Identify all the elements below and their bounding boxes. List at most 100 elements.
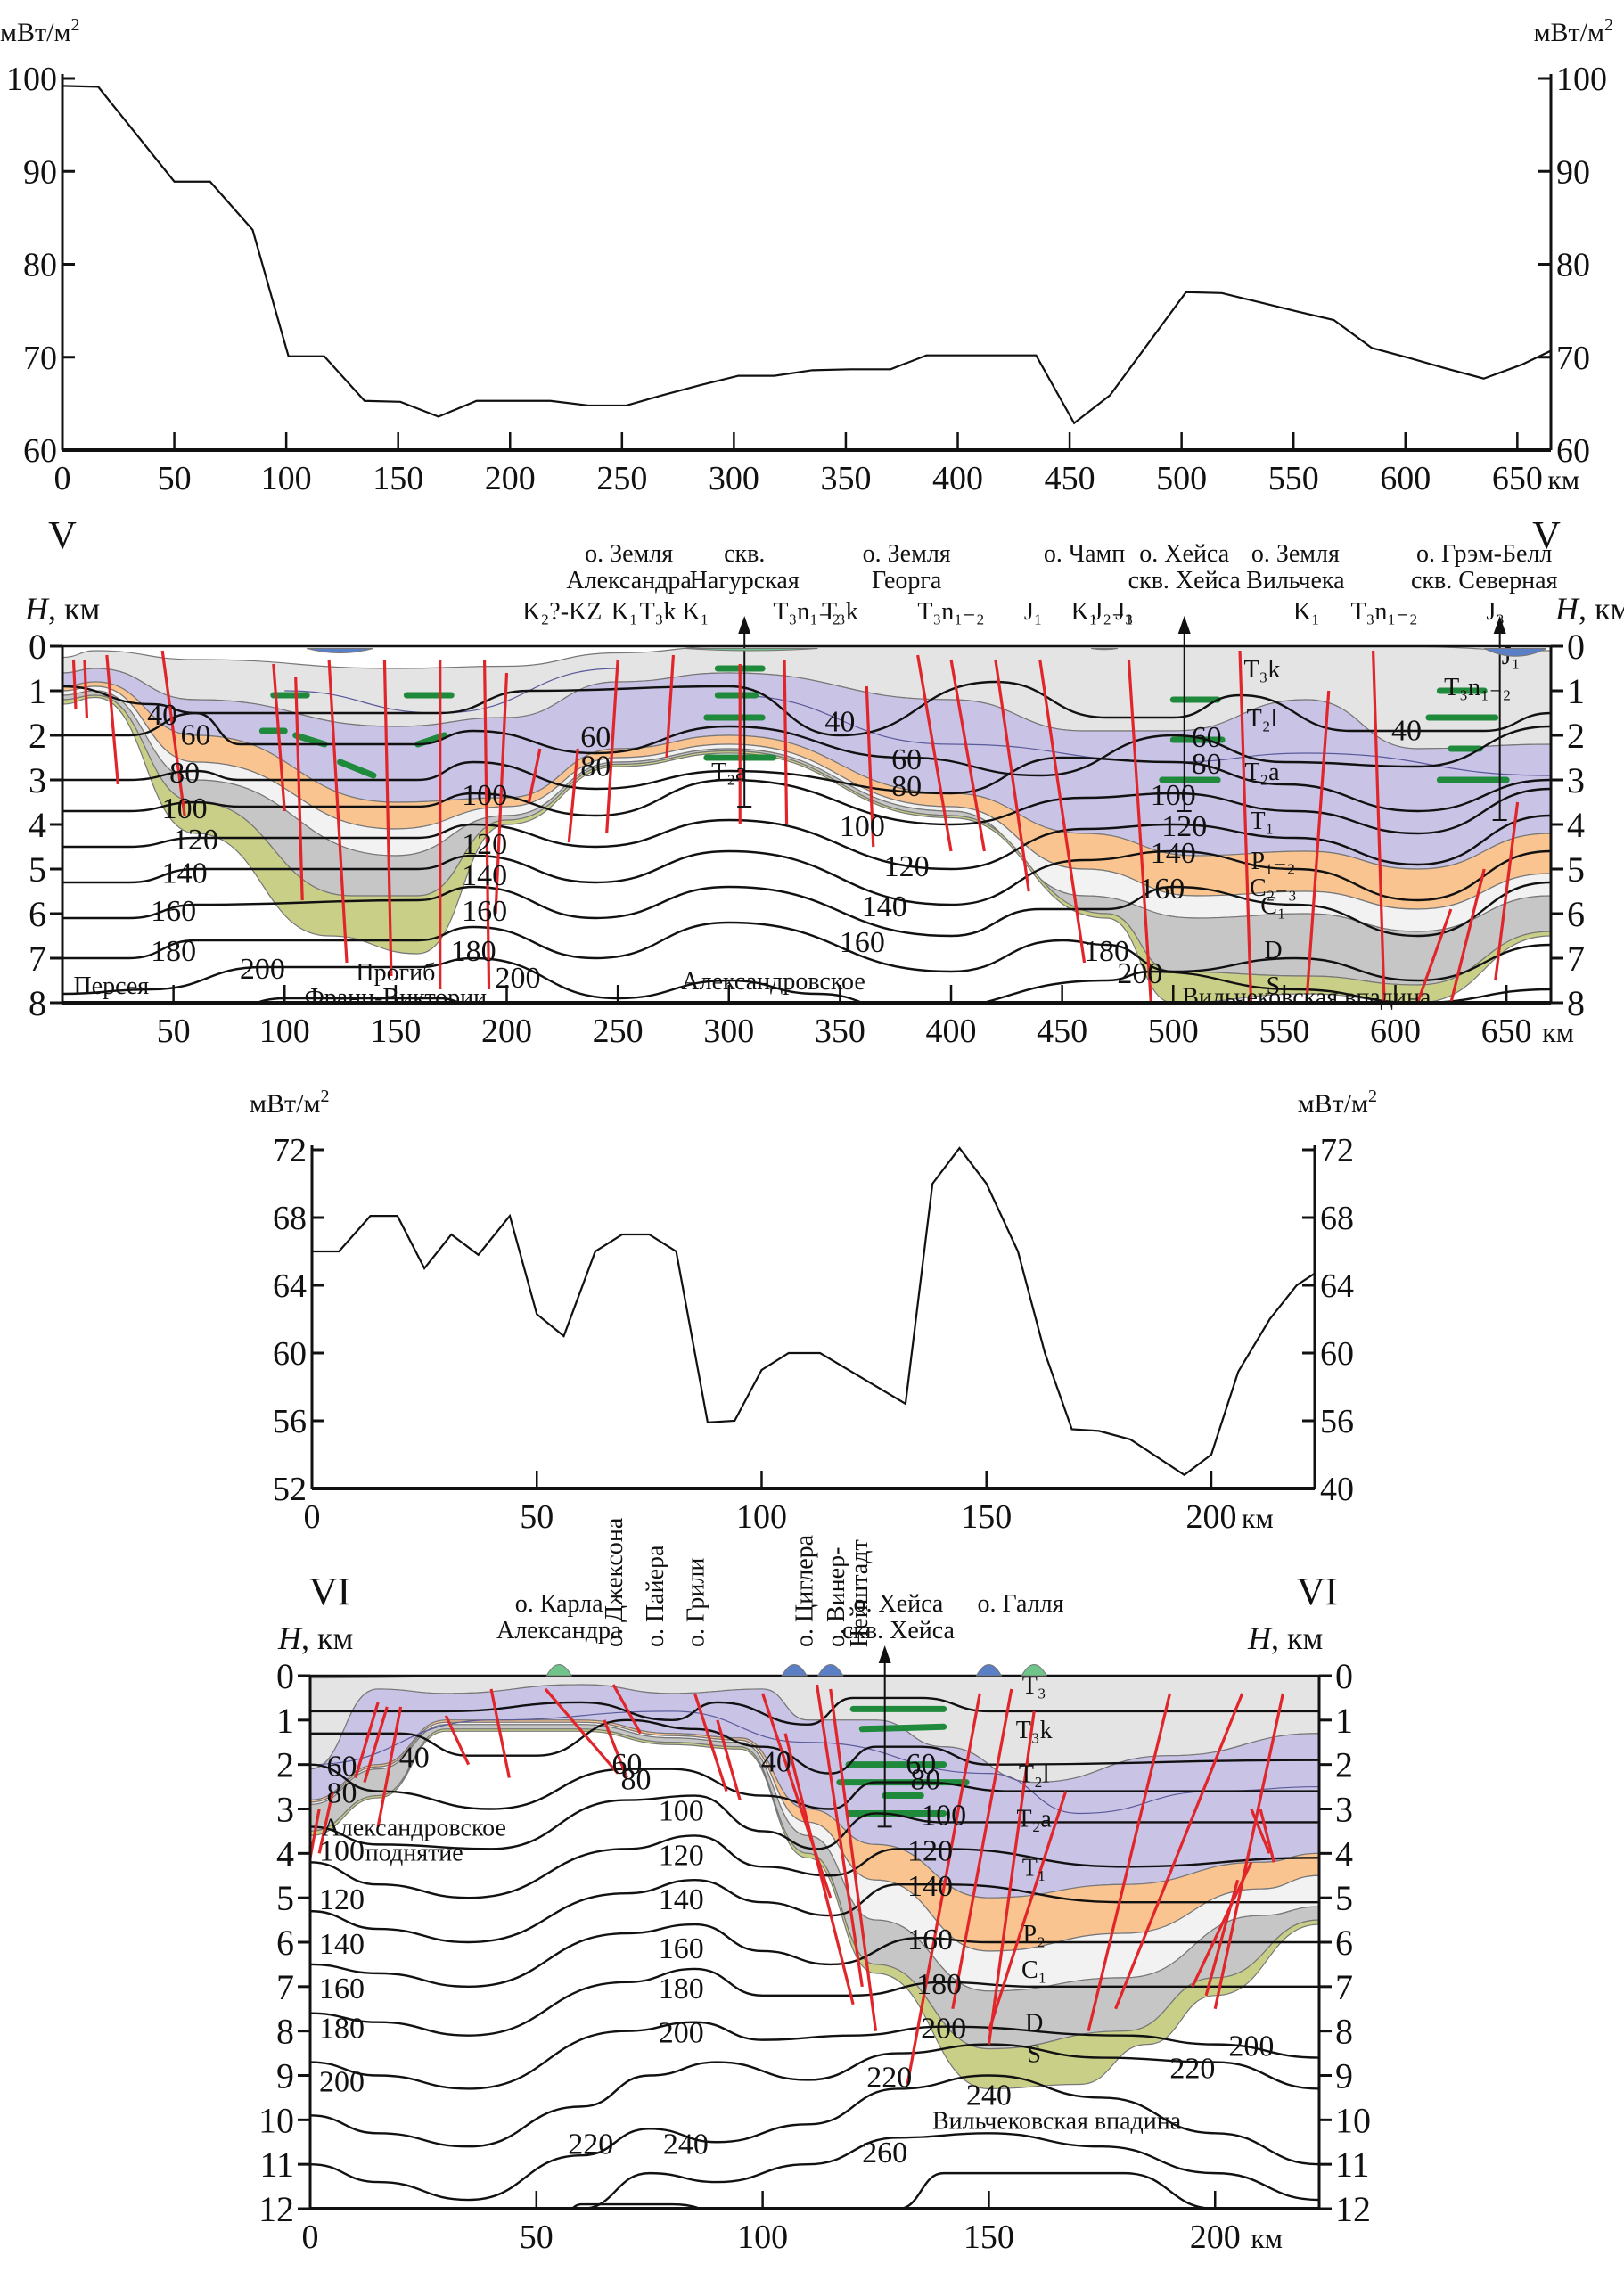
- island-label-line: о. Земля: [1251, 540, 1340, 568]
- unit-superscript: 2: [320, 1087, 329, 1106]
- y-tick-label-left: 80: [23, 247, 57, 284]
- strat-label: T₃k: [1244, 656, 1281, 684]
- isotherm-label: 100: [319, 1834, 365, 1867]
- depth-tick-label-left: 4: [276, 1833, 294, 1874]
- isotherm-120: [62, 814, 1551, 871]
- fault-line: [71, 659, 78, 709]
- fault-line: [1038, 659, 1087, 964]
- island-label-line: о. Галля: [977, 1590, 1063, 1618]
- depth-axis-title-left: H, км: [277, 1620, 353, 1656]
- island-label-line: Александра: [566, 567, 692, 595]
- fault-line: [783, 1733, 855, 2005]
- isotherm-label: 180: [659, 1973, 704, 2005]
- strat-top-label: J₁: [1115, 598, 1134, 626]
- data-point: [1371, 347, 1373, 349]
- distance-tick-label: 650: [1481, 1013, 1532, 1050]
- island-outcrop: [545, 1664, 573, 1677]
- isotherm-label: 160: [1139, 873, 1185, 906]
- fault-line: [1371, 650, 1386, 1003]
- strat-top-label: K₁: [1071, 598, 1098, 626]
- fault-line: [1238, 650, 1253, 1003]
- x-tick-label: 650: [1492, 460, 1543, 497]
- island-label-vertical: о. Грили: [682, 1558, 709, 1647]
- isotherm-label: 80: [327, 1777, 357, 1810]
- strat-label: T₂l: [1247, 705, 1278, 733]
- distance-tick-label: 50: [520, 2219, 554, 2256]
- data-point: [62, 85, 63, 87]
- data-point: [369, 1215, 372, 1217]
- isotherm-label: 140: [907, 1870, 953, 1903]
- fault-line: [567, 748, 579, 843]
- data-point: [364, 399, 365, 402]
- data-point: [626, 405, 627, 406]
- strat-label: T₂l: [1019, 1761, 1050, 1789]
- data-point: [549, 399, 552, 402]
- depth-tick-label-right: 3: [1335, 1790, 1353, 1830]
- depth-tick-label-left: 11: [259, 2145, 294, 2185]
- fault-line: [815, 1684, 864, 1988]
- depth-axis-title-right: H, км: [1554, 591, 1624, 627]
- borehole-arrow-icon: [1177, 616, 1191, 634]
- isotherm-label: 240: [663, 2128, 709, 2161]
- isotherm-label: 140: [162, 857, 208, 890]
- data-point: [1296, 1284, 1298, 1286]
- isotherm-label: 160: [319, 1973, 365, 2005]
- depth-tick-label-right: 0: [1567, 627, 1585, 667]
- depth-tick-label-left: 5: [276, 1878, 294, 1918]
- y-tick-label-right: 70: [1556, 340, 1590, 377]
- strat-top-label: T₃k: [822, 598, 858, 626]
- data-point: [1521, 364, 1523, 365]
- depth-tick-label-right: 8: [1335, 2012, 1353, 2052]
- y-tick-label-right: 68: [1320, 1200, 1354, 1237]
- fault-line: [317, 1791, 334, 1854]
- depth-tick-label-right: 1: [1335, 1701, 1353, 1741]
- depth-tick-label-right: 8: [1567, 983, 1585, 1023]
- data-point: [707, 1422, 709, 1423]
- island-label-line: о. Винер-: [823, 1547, 850, 1647]
- depth-tick-label-left: 6: [29, 894, 46, 934]
- strat-top-label: J₁: [1024, 598, 1043, 626]
- depth-tick-label-left: 2: [29, 716, 46, 756]
- data-point: [1185, 291, 1187, 293]
- isotherm-label: 40: [147, 699, 177, 732]
- island-label-vertical: о. Циглера: [791, 1534, 818, 1647]
- isotherm-label: 200: [240, 953, 285, 986]
- fault-line: [1191, 1861, 1253, 1988]
- y-tick-label-left: 56: [273, 1403, 307, 1440]
- isotherm-label: 240: [966, 2079, 1012, 2112]
- strat-top-label: T₃k: [640, 598, 677, 626]
- cross-section-VI: 4040606060808080100100100120120120140140…: [258, 1517, 1371, 2256]
- isotherm-label: 120: [462, 828, 507, 861]
- h-italic: H: [1554, 591, 1580, 627]
- data-point: [475, 399, 478, 402]
- region-label-line: поднятие: [62, 997, 160, 1025]
- island-label-line: о. Циглера: [791, 1534, 818, 1647]
- section-title-right: V: [1532, 513, 1561, 557]
- h-unit: , км: [1271, 1620, 1323, 1656]
- x-tick-label: 300: [709, 460, 759, 497]
- y-unit-label-right: мВт/м2: [1298, 1087, 1377, 1119]
- depth-axis-title-right: H, км: [1247, 1620, 1323, 1656]
- fault-line: [987, 1710, 1036, 2045]
- data-point: [1035, 354, 1038, 357]
- fault-line: [829, 1688, 878, 2031]
- isotherm-label: 60: [1192, 721, 1222, 754]
- h-unit: , км: [1579, 591, 1624, 627]
- y-tick-label-left: 90: [23, 153, 57, 191]
- h-italic: H: [1247, 1620, 1273, 1656]
- isotherm-label: 40: [399, 1742, 430, 1775]
- data-point: [1017, 1251, 1019, 1252]
- island-label-line: о. Земля: [863, 540, 951, 568]
- island-label-line: скв.: [724, 540, 765, 568]
- fault-line: [444, 1715, 471, 1766]
- x-tick-label: 600: [1380, 460, 1431, 497]
- fault-line: [1114, 1693, 1244, 2010]
- fault-line: [160, 650, 186, 816]
- data-point: [760, 1369, 763, 1371]
- x-tick-label: 200: [485, 460, 536, 497]
- isotherm-label: 60: [891, 743, 922, 776]
- strat-top-label: K₂?-KZ: [522, 598, 602, 626]
- isotherm-label: 160: [907, 1923, 953, 1956]
- fault-line: [693, 1693, 728, 1792]
- data-point: [1408, 357, 1411, 359]
